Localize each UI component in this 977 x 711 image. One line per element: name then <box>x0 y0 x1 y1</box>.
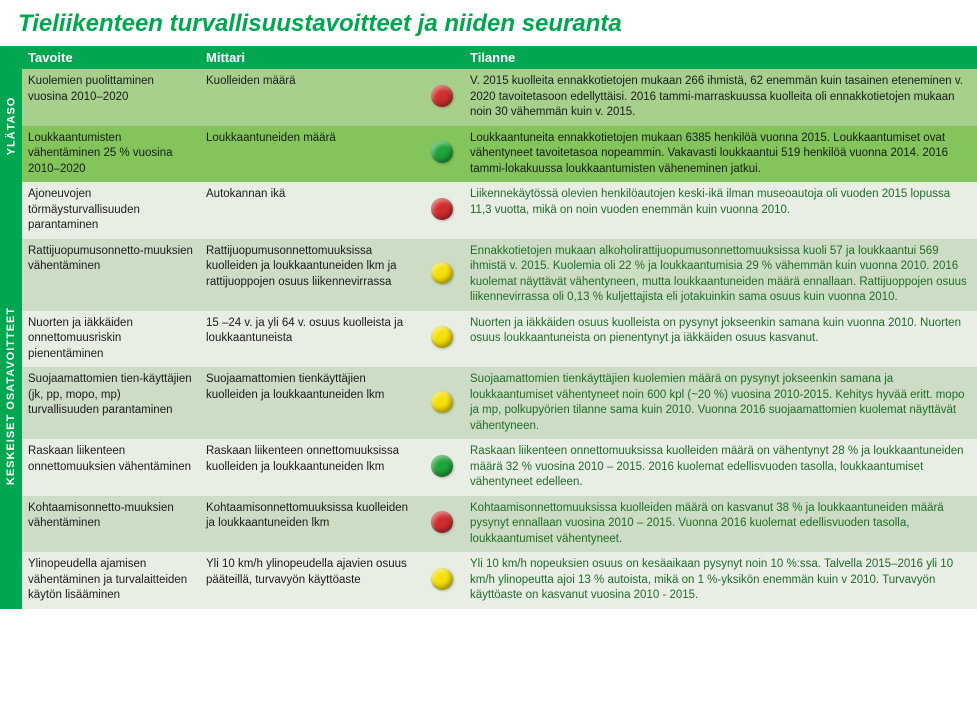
status-cell <box>420 552 464 609</box>
table-row: Kohtaamisonnetto-muuksien vähentäminen K… <box>0 496 977 553</box>
tilanne-cell: Raskaan liikenteen onnettomuuksissa kuol… <box>464 439 977 496</box>
status-cell <box>420 439 464 496</box>
tilanne-cell: Nuorten ja iäkkäiden osuus kuolleista on… <box>464 311 977 368</box>
tavoite-cell: Kuolemien puolittaminen vuosina 2010–202… <box>22 69 200 126</box>
table-row: Loukkaantumisten vähentäminen 25 % vuosi… <box>0 126 977 183</box>
status-dot-icon <box>431 262 453 284</box>
tavoite-cell: Ylinopeudella ajamisen vähentäminen ja t… <box>22 552 200 609</box>
mittari-cell: Loukkaantuneiden määrä <box>200 126 420 183</box>
status-cell <box>420 311 464 368</box>
status-dot-icon <box>431 391 453 413</box>
section-label-text: KESKEISET OSATAVOITTEET <box>5 306 17 484</box>
status-cell <box>420 367 464 439</box>
mittari-cell: 15 –24 v. ja yli 64 v. osuus kuolleista … <box>200 311 420 368</box>
mittari-cell: Suojaamattomien tienkäyttäjien kuolleide… <box>200 367 420 439</box>
table-row: Suojaamattomien tien-käyttäjien (jk, pp,… <box>0 367 977 439</box>
table-row: KESKEISET OSATAVOITTEET Ajoneuvojen törm… <box>0 182 977 239</box>
mittari-cell: Rattijuopumusonnettomuuksissa kuolleiden… <box>200 239 420 311</box>
tilanne-cell: V. 2015 kuolleita ennakkotietojen mukaan… <box>464 69 977 126</box>
status-dot-icon <box>431 326 453 348</box>
status-dot-icon <box>431 455 453 477</box>
status-dot-icon <box>431 198 453 220</box>
status-dot-icon <box>431 141 453 163</box>
header-tilanne: Tilanne <box>464 46 977 69</box>
section-osatavoitteet: KESKEISET OSATAVOITTEET Ajoneuvojen törm… <box>0 182 977 609</box>
table-row: YLÄTASO Kuolemien puolittaminen vuosina … <box>0 69 977 126</box>
section-label-overlay: YLÄTASO <box>0 69 22 182</box>
status-dot-icon <box>431 568 453 590</box>
tavoite-cell: Nuorten ja iäkkäiden onnettomuusriskin p… <box>22 311 200 368</box>
status-cell <box>420 69 464 126</box>
page-title: Tieliikenteen turvallisuustavoitteet ja … <box>0 0 977 46</box>
header-dot-spacer <box>420 46 464 69</box>
tavoite-cell: Ajoneuvojen törmäysturvallisuuden parant… <box>22 182 200 239</box>
table-row: Rattijuopumusonnetto-muuksien vähentämin… <box>0 239 977 311</box>
mittari-cell: Kohtaamisonnettomuuksissa kuolleiden ja … <box>200 496 420 553</box>
tavoite-cell: Raskaan liikenteen onnettomuuksien vähen… <box>22 439 200 496</box>
section-ylataso: YLÄTASO Kuolemien puolittaminen vuosina … <box>0 69 977 182</box>
status-cell <box>420 239 464 311</box>
header-tavoite: Tavoite <box>22 46 200 69</box>
status-cell <box>420 126 464 183</box>
table-row: Ylinopeudella ajamisen vähentäminen ja t… <box>0 552 977 609</box>
status-dot-icon <box>431 85 453 107</box>
tavoite-cell: Rattijuopumusonnetto-muuksien vähentämin… <box>22 239 200 311</box>
mittari-cell: Autokannan ikä <box>200 182 420 239</box>
mittari-cell: Raskaan liikenteen onnettomuuksissa kuol… <box>200 439 420 496</box>
tavoite-cell: Suojaamattomien tien-käyttäjien (jk, pp,… <box>22 367 200 439</box>
status-cell <box>420 496 464 553</box>
table-row: Nuorten ja iäkkäiden onnettomuusriskin p… <box>0 311 977 368</box>
table-row: Raskaan liikenteen onnettomuuksien vähen… <box>0 439 977 496</box>
header-spacer <box>0 46 22 69</box>
tavoite-cell: Kohtaamisonnetto-muuksien vähentäminen <box>22 496 200 553</box>
mittari-cell: Kuolleiden määrä <box>200 69 420 126</box>
status-cell <box>420 182 464 239</box>
tilanne-cell: Liikennekäytössä olevien henkilöautojen … <box>464 182 977 239</box>
tilanne-cell: Loukkaantuneita ennakkotietojen mukaan 6… <box>464 126 977 183</box>
mittari-cell: Yli 10 km/h ylinopeudella ajavien osuus … <box>200 552 420 609</box>
status-dot-icon <box>431 511 453 533</box>
goals-table: Tavoite Mittari Tilanne YLÄTASO Kuolemie… <box>0 46 977 609</box>
tilanne-cell: Suojaamattomien tienkäyttäjien kuolemien… <box>464 367 977 439</box>
table-header: Tavoite Mittari Tilanne <box>0 46 977 69</box>
section-label-text: YLÄTASO <box>5 96 17 155</box>
section-label-overlay: KESKEISET OSATAVOITTEET <box>0 182 22 609</box>
tilanne-cell: Yli 10 km/h nopeuksien osuus on kesäaika… <box>464 552 977 609</box>
tilanne-cell: Kohtaamisonnettomuuksissa kuolleiden mää… <box>464 496 977 553</box>
page: Tieliikenteen turvallisuustavoitteet ja … <box>0 0 977 609</box>
tilanne-cell: Ennakkotietojen mukaan alkoholirattijuop… <box>464 239 977 311</box>
tavoite-cell: Loukkaantumisten vähentäminen 25 % vuosi… <box>22 126 200 183</box>
header-mittari: Mittari <box>200 46 420 69</box>
